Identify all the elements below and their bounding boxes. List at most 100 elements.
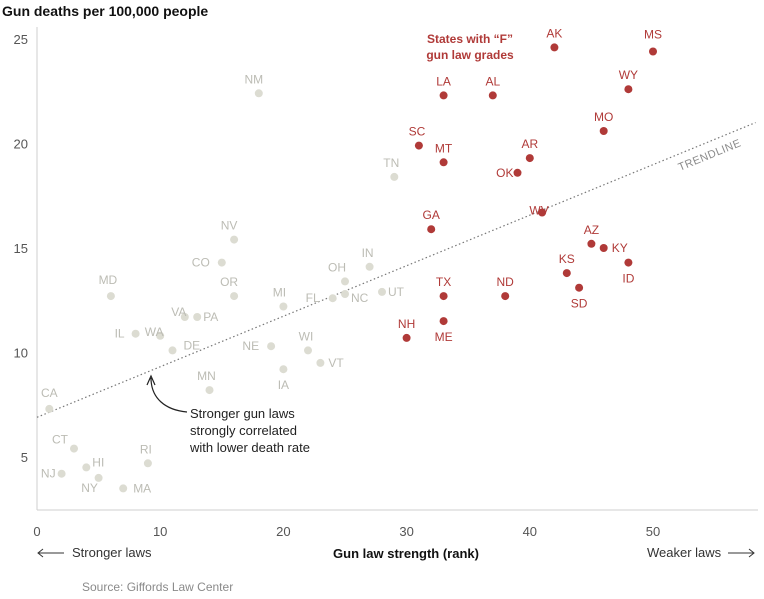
label-nh: NH [398,317,415,331]
annotation-arrow [150,377,188,413]
label-wy: WY [619,68,638,82]
annotation-line-1: Stronger gun laws [190,406,295,421]
axes: 5 10 15 20 25 0 10 20 30 40 50 [14,27,758,539]
label-ne: NE [242,339,259,353]
point-labels: CA NJ CT HI NY MD MA IL RI WA DE VA PA MN CO OR NV NM NE MI… [41,26,662,495]
label-tx: TX [436,275,451,289]
x-tick-label: 40 [523,524,537,539]
y-tick-label: 20 [14,137,28,152]
point-al [488,91,497,100]
annotation-line-2: strongly correlated [190,423,297,438]
label-mo: MO [594,110,613,124]
label-al: AL [485,74,500,88]
point-nm [254,89,263,98]
y-tick-label: 10 [14,346,28,361]
label-hi: HI [92,455,104,469]
label-ny: NY [81,481,98,495]
label-vt: VT [328,356,344,370]
x-tick-label: 50 [646,524,660,539]
point-ri [143,459,152,468]
point-ak [550,43,559,52]
point-md [106,292,115,301]
point-or [230,292,239,301]
point-wa [156,331,165,340]
point-nh [402,333,411,342]
x-axis-title: Gun law strength (rank) [333,546,479,561]
x-tick-label: 20 [276,524,290,539]
label-id: ID [622,272,634,286]
point-ia [279,365,288,374]
label-ky: KY [612,241,628,255]
point-ks [562,269,571,278]
point-ky [599,244,608,252]
annotation-arrowhead [146,374,156,386]
label-sc: SC [409,125,426,139]
label-ct: CT [52,433,69,447]
point-mt [439,158,448,167]
label-il: IL [115,327,125,341]
point-co [217,258,226,267]
point-ny [94,473,103,482]
point-ms [649,47,657,56]
label-mt: MT [435,141,453,155]
label-ak: AK [546,26,562,40]
label-ar: AR [521,137,538,151]
label-nj: NJ [41,467,56,481]
label-oh: OH [328,260,346,274]
point-ca [45,404,54,413]
point-in [365,262,374,271]
label-ms: MS [644,28,662,42]
label-mn: MN [197,369,216,383]
label-pa: PA [203,310,218,324]
point-az [587,239,596,248]
label-nm: NM [244,72,263,86]
point-de [168,346,177,355]
label-de: DE [184,338,201,352]
label-ma: MA [133,481,151,495]
point-ne [267,342,276,351]
label-nv: NV [221,219,238,233]
label-mi: MI [273,286,286,300]
label-wv: WV [529,204,548,218]
x-tick-label: 30 [399,524,413,539]
point-wv [538,208,547,217]
label-az: AZ [584,223,599,237]
label-me: ME [435,330,453,344]
point-hi [82,463,91,472]
label-wa: WA [145,325,164,339]
point-nv [230,235,239,244]
legend-line-1: States with “F” [427,32,513,46]
stronger-laws-label: Stronger laws [72,545,152,560]
point-nd [501,292,510,301]
point-nj [57,469,66,478]
point-sd [575,283,584,292]
label-ga: GA [423,208,440,222]
point-sc [414,141,423,150]
label-tn: TN [383,156,399,170]
point-ar [525,154,534,163]
y-tick-label: 5 [21,450,28,465]
label-md: MD [99,273,118,287]
label-va: VA [171,305,186,319]
label-ri: RI [140,442,152,456]
label-ok: OK [496,166,513,180]
x-tick-label: 0 [33,524,40,539]
point-la [439,91,448,100]
point-ok [513,168,522,177]
point-va [180,313,189,321]
x-tick-label: 10 [153,524,167,539]
point-oh [341,277,349,286]
label-ut: UT [388,285,405,299]
annotation-line-3: with lower death rate [189,440,310,455]
chart-title: Gun deaths per 100,000 people [2,3,208,19]
point-wi [304,346,312,355]
label-la: LA [436,74,451,88]
right-arrow-icon [748,548,755,558]
point-vt [316,358,325,367]
point-il [131,329,140,338]
point-fl [328,294,337,303]
point-wy [624,85,633,94]
annotation: Stronger gun laws strongly correlated wi… [146,374,310,455]
trendline-path [36,122,756,418]
